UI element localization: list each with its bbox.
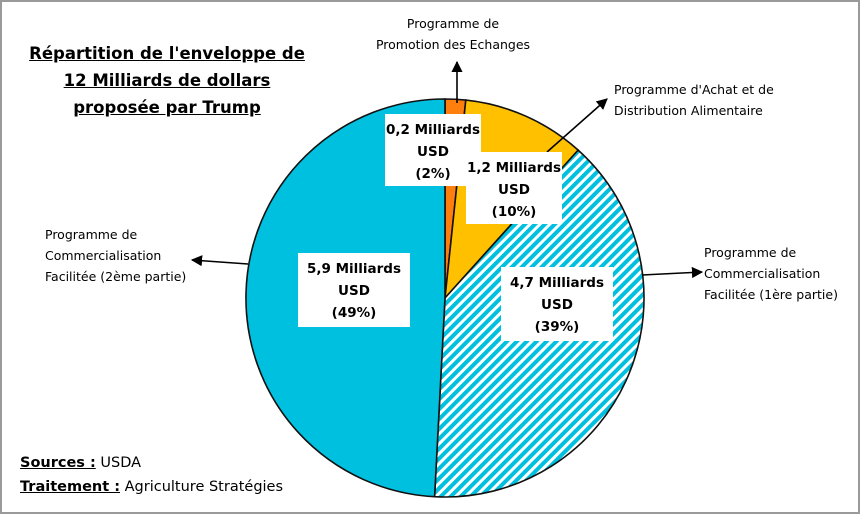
value-text: 0,2 Milliards: [386, 122, 480, 138]
unit-text: USD: [338, 283, 370, 299]
title-line-3: proposée par Trump: [73, 98, 261, 117]
category-label-line: Facilitée (1ère partie): [704, 287, 838, 302]
sources-block: Sources : USDA Traitement : Agriculture …: [20, 451, 283, 499]
treatment-key: Traitement :: [20, 479, 121, 495]
treatment-value: Agriculture Stratégies: [124, 479, 284, 495]
percent-text: (49%): [332, 305, 377, 321]
unit-text: USD: [498, 182, 530, 198]
title-line-2: 12 Milliards de dollars: [63, 71, 271, 90]
sources-key: Sources :: [20, 455, 96, 471]
data-label-programme-de-promotion-des-echanges: 0,2 Milliards USD (2%): [385, 114, 481, 186]
data-label-programme-de-commercialisation-facilitee-1ere-partie: 4,7 Milliards USD (39%): [501, 267, 613, 341]
leader-arrow-programme-de-commercialisation-facilitee-2eme-partie: [190, 255, 249, 267]
percent-text: (39%): [535, 319, 580, 335]
leader-arrows: [190, 60, 704, 279]
data-label-box: [385, 114, 481, 186]
category-label-line: Programme d'Achat et de: [614, 82, 774, 97]
category-labels: Programme de Promotion des EchangesProgra…: [45, 16, 838, 302]
category-label-line: Programme de: [704, 245, 797, 260]
data-label-programme-d-achat-et-de-distribution-alimentaire: 1,2 Milliards USD (10%): [466, 152, 562, 224]
leader-arrow-programme-de-commercialisation-facilitee-1ere-partie: [641, 266, 704, 279]
treatment-line: Traitement : Agriculture Stratégies: [20, 475, 283, 499]
unit-text: USD: [417, 144, 449, 160]
percent-text: (2%): [415, 166, 450, 182]
value-text: 5,9 Milliards: [307, 261, 401, 277]
value-text: 4,7 Milliards: [510, 275, 604, 291]
data-label-box: [501, 267, 613, 341]
sources-line: Sources : USDA: [20, 451, 283, 475]
category-label-line: Commercialisation: [704, 266, 820, 281]
chart-title: Répartition de l'enveloppe de 12 Milliar…: [12, 40, 322, 121]
value-text: 1,2 Milliards: [467, 160, 561, 176]
leader-arrow-programme-d-achat-et-de-distribution-alimentaire: [546, 98, 608, 153]
category-label-programme-de-commercialisation-facilitee-2eme-partie: Programme de Commercialisation Facilitée (…: [45, 227, 186, 284]
category-label-line: Facilitée (2ème partie): [45, 269, 186, 284]
percent-text: (10%): [492, 204, 537, 220]
category-label-programme-de-promotion-des-echanges: Programme de Promotion des Echanges: [376, 16, 530, 52]
category-label-programme-de-commercialisation-facilitee-1ere-partie: Programme de Commercialisation Facilitée (…: [704, 245, 838, 302]
category-label-line: Commercialisation: [45, 248, 161, 263]
data-label-box: [298, 253, 410, 327]
data-label-boxes: 0,2 Milliards USD (2%) 1,2 Milliards USD (10%…: [298, 114, 613, 341]
title-line-1: Répartition de l'enveloppe de: [29, 44, 305, 63]
unit-text: USD: [541, 297, 573, 313]
category-label-line: Distribution Alimentaire: [614, 103, 763, 118]
category-label-line: Promotion des Echanges: [376, 37, 530, 52]
sources-value: USDA: [100, 455, 142, 471]
data-label-box: [466, 152, 562, 224]
category-label-line: Programme de: [407, 16, 500, 31]
category-label-programme-d-achat-et-de-distribution-alimentaire: Programme d'Achat et de Distribution Alim…: [614, 82, 774, 118]
category-label-line: Programme de: [45, 227, 138, 242]
data-label-programme-de-commercialisation-facilitee-2eme-partie: 5,9 Milliards USD (49%): [298, 253, 410, 327]
